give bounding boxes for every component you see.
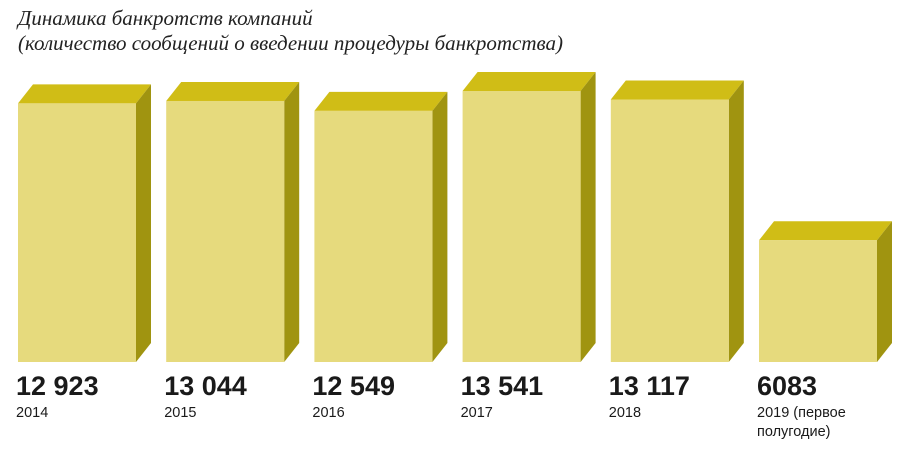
bar-front-face (166, 100, 285, 363)
tick-label-0: 2014 (16, 405, 48, 421)
bar-top-face (759, 221, 892, 241)
bar-side-face (580, 72, 596, 362)
bar-5 (759, 221, 892, 362)
bar-top-face (18, 84, 151, 104)
bar-3 (462, 72, 596, 362)
bar-front-face (314, 110, 433, 363)
bar-side-face (432, 91, 448, 363)
bar-0 (18, 84, 151, 362)
bar-top-face (462, 72, 596, 91)
tick-label-4: 2018 (609, 405, 641, 421)
data-label-5: 6083 (757, 371, 817, 401)
bar-front-face (610, 99, 729, 363)
tick-label-5-line-1: полугодие) (757, 424, 830, 440)
bar-1 (166, 81, 300, 363)
bar-top-face (610, 80, 744, 100)
data-label-4: 13 117 (609, 371, 690, 401)
tick-label-3: 2017 (461, 405, 493, 421)
bar-side-face (728, 80, 744, 363)
tick-label-1: 2015 (164, 405, 196, 421)
bar-front-face (18, 103, 136, 362)
chart-subtitle: (количество сообщений о введении процеду… (18, 31, 563, 55)
data-label-1: 13 044 (164, 371, 247, 401)
chart-title: Динамика банкротств компаний (18, 6, 313, 30)
data-label-3: 13 541 (461, 371, 544, 401)
bar-side-face (877, 221, 892, 362)
bar-side-face (284, 81, 300, 363)
bar-4 (610, 80, 744, 363)
data-label-0: 12 923 (16, 371, 99, 401)
bar-top-face (314, 91, 448, 111)
bar-front-face (462, 91, 581, 362)
bar-front-face (759, 240, 877, 362)
tick-label-5-line-0: 2019 (первое (757, 405, 846, 421)
tick-label-2: 2016 (312, 405, 344, 421)
bar-side-face (136, 84, 151, 362)
data-label-2: 12 549 (312, 371, 395, 401)
bar-top-face (166, 81, 300, 101)
bar-2 (314, 91, 448, 363)
